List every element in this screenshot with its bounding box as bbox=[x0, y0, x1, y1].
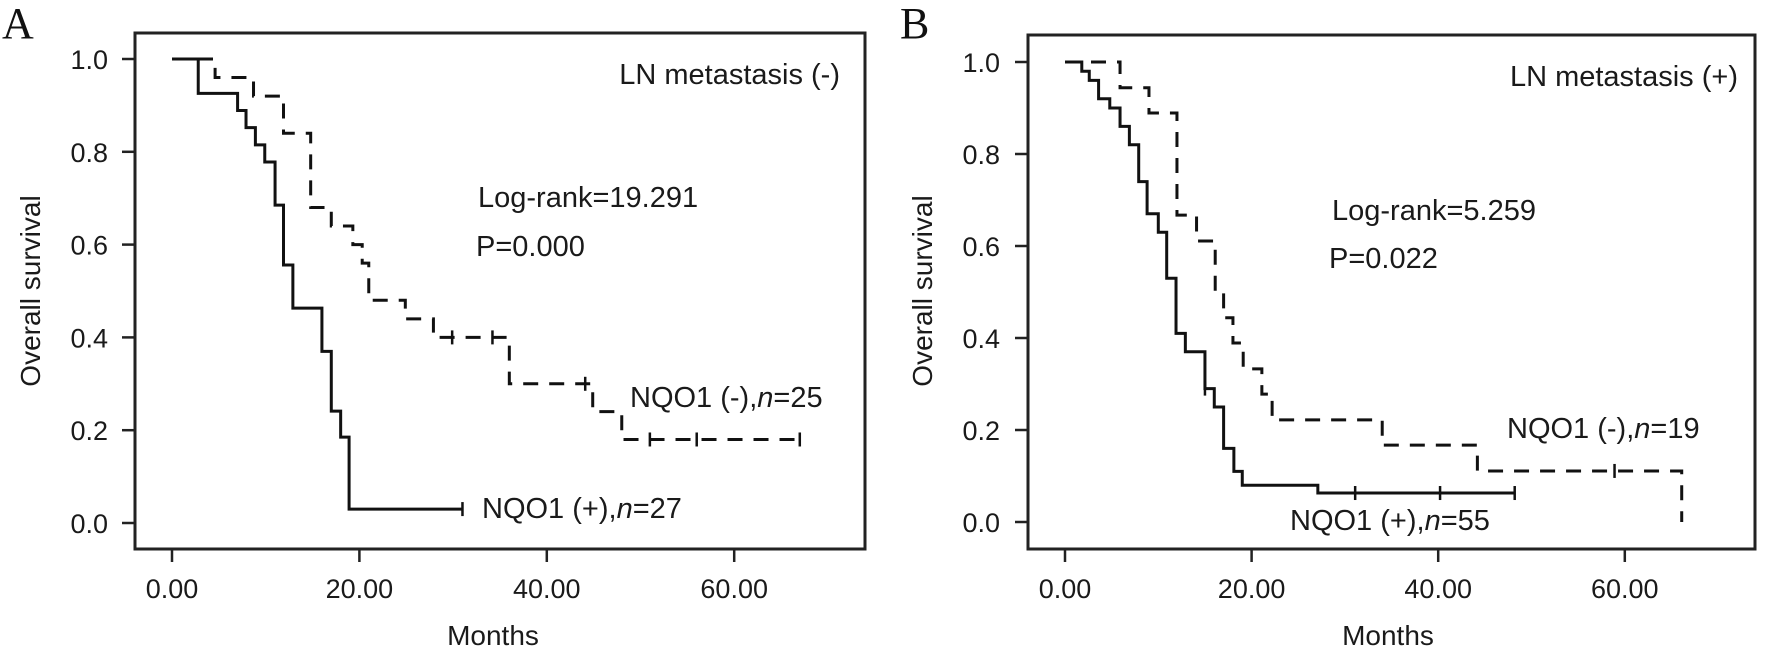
x-tick-label: 0.00 bbox=[1039, 574, 1092, 604]
y-tick-label: 0.8 bbox=[962, 140, 1000, 170]
y-tick-label: 0.8 bbox=[70, 138, 108, 168]
series-label-b-nqo1-neg: NQO1 (-),n=19 bbox=[1507, 413, 1700, 445]
survival-curve-a-nqo1-negative bbox=[172, 57, 800, 441]
panel-label-b: B bbox=[900, 0, 929, 48]
plot-frame-b bbox=[1026, 33, 1757, 551]
log-rank-b: Log-rank=5.259 bbox=[1332, 195, 1536, 227]
x-axis-b: 0.00 20.00 40.00 60.00 bbox=[1039, 549, 1659, 604]
panel-label-a: A bbox=[2, 0, 34, 48]
y-tick-label: 0.6 bbox=[962, 232, 1000, 262]
y-axis-a: 0.0 0.2 0.4 0.6 0.8 1.0 bbox=[70, 45, 135, 539]
y-tick-label: 0.0 bbox=[962, 508, 1000, 538]
y-tick-label: 0.6 bbox=[70, 231, 108, 261]
panel-b: B 0.0 0.2 0.4 0.6 0.8 1.0 0.00 20.00 40.00 60.00… bbox=[900, 0, 1757, 651]
plot-frame-a bbox=[133, 31, 867, 551]
x-tick-label: 40.00 bbox=[513, 574, 581, 604]
x-tick-label: 40.00 bbox=[1404, 574, 1472, 604]
x-axis-a: 0.00 20.00 40.00 60.00 bbox=[146, 549, 768, 604]
panel-a: A 0.0 0.2 0.4 0.6 0.8 1.0 0.00 20.00 40.00 60.00… bbox=[2, 0, 867, 651]
y-tick-label: 1.0 bbox=[962, 48, 1000, 78]
survival-curve-a-nqo1-positive bbox=[172, 57, 463, 511]
x-tick-label: 20.00 bbox=[1218, 574, 1286, 604]
y-tick-label: 0.0 bbox=[70, 509, 108, 539]
y-axis-b: 0.0 0.2 0.4 0.6 0.8 1.0 bbox=[962, 48, 1028, 538]
x-tick-label: 20.00 bbox=[326, 574, 394, 604]
x-tick-label: 60.00 bbox=[1591, 574, 1659, 604]
curves-b bbox=[1065, 60, 1684, 522]
plot-title-a: LN metastasis (-) bbox=[619, 59, 840, 91]
survival-curve-b-nqo1-positive bbox=[1065, 60, 1515, 495]
curves-a bbox=[172, 57, 802, 517]
p-value-a: P=0.000 bbox=[476, 231, 585, 263]
y-tick-label: 0.2 bbox=[70, 416, 108, 446]
x-axis-title-b: Months bbox=[1342, 620, 1434, 651]
x-tick-label: 60.00 bbox=[700, 574, 768, 604]
series-label-a-nqo1-pos: NQO1 (+),n=27 bbox=[482, 493, 682, 525]
series-label-b-nqo1-pos: NQO1 (+),n=55 bbox=[1290, 505, 1490, 537]
y-axis-title-a: Overall survival bbox=[15, 195, 46, 386]
series-label-a-nqo1-neg: NQO1 (-),n=25 bbox=[630, 382, 823, 414]
log-rank-a: Log-rank=19.291 bbox=[478, 182, 698, 214]
y-axis-title-b: Overall survival bbox=[907, 195, 938, 386]
x-axis-title-a: Months bbox=[447, 620, 539, 651]
y-tick-label: 0.2 bbox=[962, 416, 1000, 446]
plot-title-b: LN metastasis (+) bbox=[1510, 61, 1738, 93]
x-tick-label: 0.00 bbox=[146, 574, 199, 604]
survival-curve-b-nqo1-negative bbox=[1065, 60, 1684, 522]
y-tick-label: 0.4 bbox=[962, 324, 1000, 354]
y-tick-label: 1.0 bbox=[70, 45, 108, 75]
y-tick-label: 0.4 bbox=[70, 323, 108, 353]
p-value-b: P=0.022 bbox=[1329, 243, 1438, 275]
